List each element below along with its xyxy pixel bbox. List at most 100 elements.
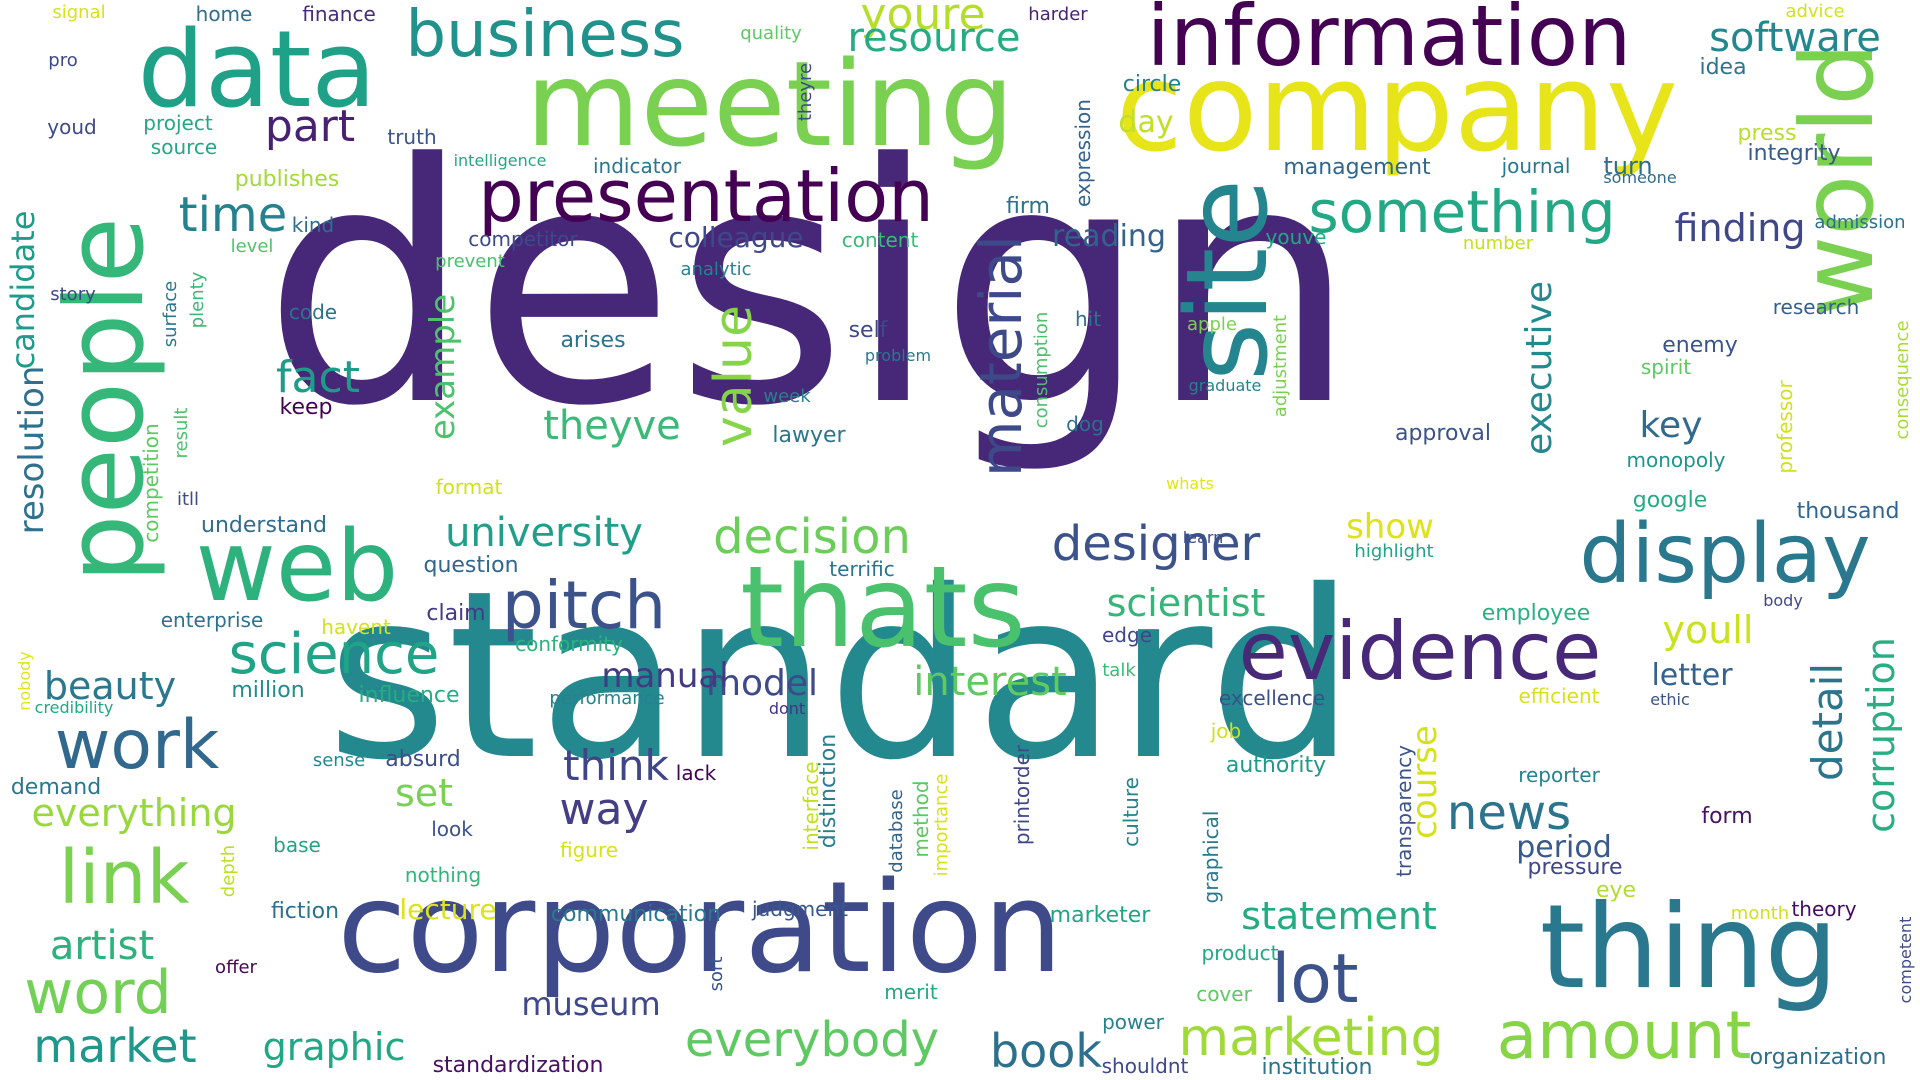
word-admission: admission (1814, 212, 1906, 233)
word-eye: eye (1595, 878, 1637, 903)
word-graphic: graphic (262, 1025, 406, 1069)
word-monopoly: monopoly (1626, 448, 1726, 472)
word-indicator: indicator (592, 154, 682, 178)
word-youre: youre (860, 0, 986, 40)
word-edge: edge (1102, 623, 1152, 647)
word-everything: everything (31, 791, 237, 835)
word-efficient: efficient (1518, 684, 1600, 708)
word-cover: cover (1196, 982, 1252, 1006)
word-company: company (1115, 37, 1679, 179)
word-thing: thing (1539, 880, 1839, 1015)
word-museum: museum (521, 985, 661, 1023)
word-itll: itll (176, 489, 200, 510)
word-kind: kind (291, 213, 335, 237)
word-format: format (435, 475, 503, 499)
word-problem: problem (864, 346, 932, 365)
word-think: think (563, 741, 669, 790)
word-competitor: competitor (468, 227, 578, 251)
word-credibility: credibility (34, 698, 114, 717)
word-part: part (264, 101, 356, 152)
word-spirit: spirit (1640, 355, 1692, 379)
word-turn: turn (1603, 152, 1653, 180)
word-colleague: colleague (668, 221, 804, 254)
word-plenty: plenty (187, 271, 208, 329)
word-book: book (989, 1024, 1103, 1078)
word-design: design (262, 94, 1358, 478)
word-expression: expression (1071, 99, 1095, 207)
word-home: home (195, 2, 253, 26)
word-million: million (231, 678, 305, 703)
word-dont: dont (768, 699, 806, 718)
word-figure: figure (559, 838, 619, 862)
word-offer: offer (215, 957, 257, 978)
word-graphical: graphical (1199, 810, 1223, 904)
word-nobody: nobody (15, 651, 34, 711)
word-link: link (58, 835, 190, 921)
word-something: something (1308, 178, 1616, 246)
word-week: week (763, 386, 811, 407)
word-youll: youll (1662, 608, 1754, 652)
word-youd: youd (47, 115, 97, 139)
word-institution: institution (1261, 1055, 1373, 1080)
word-market: market (33, 1019, 197, 1073)
word-enemy: enemy (1662, 333, 1738, 358)
word-understand: understand (201, 513, 327, 538)
word-interest: interest (913, 659, 1067, 705)
word-depth: depth (218, 844, 239, 898)
word-artist: artist (49, 923, 155, 969)
word-resource: resource (847, 15, 1021, 61)
word-excellence: excellence (1218, 686, 1326, 710)
word-analytic: analytic (680, 259, 752, 280)
word-judgment: judgment (752, 897, 848, 921)
word-lawyer: lawyer (772, 423, 846, 448)
word-thats: thats (740, 543, 1026, 673)
word-number: number (1462, 233, 1534, 254)
word-hit: hit (1074, 307, 1102, 331)
word-level: level (230, 236, 274, 257)
word-base: base (273, 833, 321, 857)
word-lack: lack (675, 761, 717, 785)
word-story: story (50, 284, 96, 305)
word-competition: competition (139, 423, 163, 543)
word-harder: harder (1028, 4, 1088, 25)
word-marketing: marketing (1178, 1008, 1444, 1068)
word-pro: pro (48, 50, 78, 71)
word-reading: reading (1052, 219, 1166, 254)
word-printorder: printorder (1010, 744, 1034, 846)
word-form: form (1701, 804, 1753, 829)
word-arises: arises (560, 328, 626, 353)
word-intelligence: intelligence (453, 151, 547, 170)
word-prevent: prevent (435, 251, 505, 272)
word-importance: importance (931, 773, 952, 877)
word-idea: idea (1699, 55, 1747, 80)
word-key: key (1639, 405, 1703, 446)
word-result: result (171, 407, 192, 459)
word-demand: demand (10, 775, 102, 800)
word-corruption: corruption (1859, 637, 1903, 833)
word-content: content (841, 228, 919, 252)
word-lecture: lecture (399, 893, 497, 926)
word-dog: dog (1066, 412, 1104, 436)
word-time: time (178, 187, 288, 243)
word-enterprise: enterprise (160, 608, 264, 632)
word-consumption: consumption (1031, 311, 1052, 429)
word-question: question (423, 553, 519, 578)
word-conformity: conformity (515, 632, 623, 656)
word-database: database (886, 789, 907, 873)
word-material: material (967, 234, 1035, 478)
word-firm: firm (1006, 194, 1050, 219)
word-standard: standard (326, 541, 1356, 811)
word-body: body (1763, 591, 1803, 610)
word-publishes: publishes (234, 167, 340, 192)
word-product: product (1201, 941, 1279, 965)
word-terrific: terrific (829, 557, 895, 581)
word-highlight: highlight (1354, 541, 1434, 562)
word-sort: sort (706, 956, 727, 992)
word-finding: finding (1674, 206, 1806, 250)
word-press: press (1737, 121, 1797, 146)
word-web: web (195, 510, 399, 624)
word-talk: talk (1102, 660, 1136, 681)
word-job: job (1210, 719, 1242, 743)
word-someone: someone (1603, 168, 1677, 187)
